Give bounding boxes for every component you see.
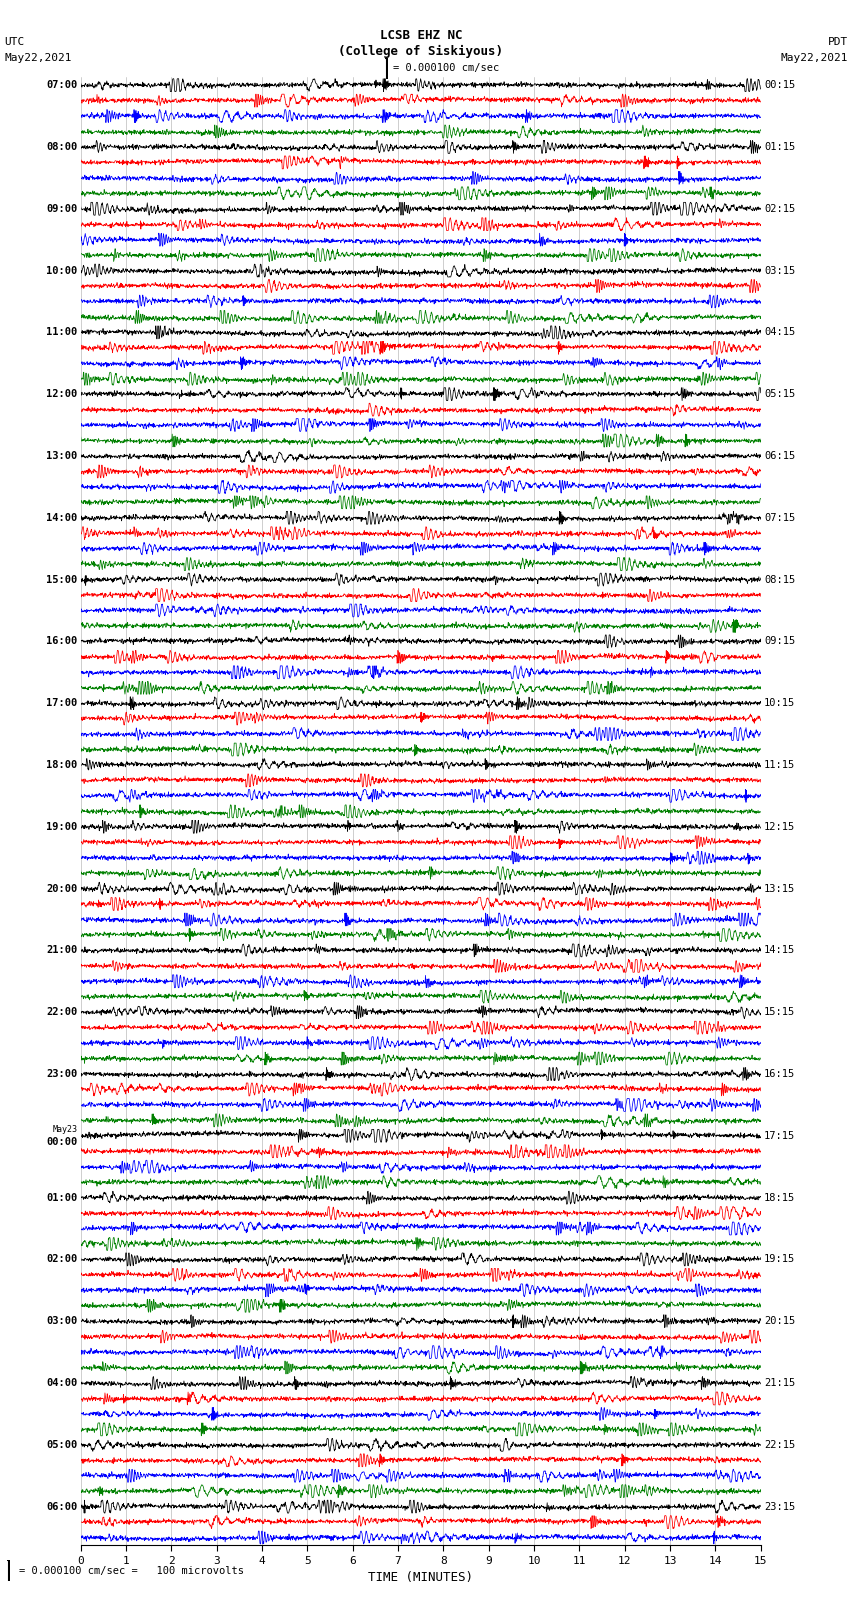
Text: 02:15: 02:15	[764, 203, 796, 215]
Text: 20:00: 20:00	[46, 884, 77, 894]
Text: 07:15: 07:15	[764, 513, 796, 523]
Text: 04:00: 04:00	[46, 1378, 77, 1389]
Text: 06:00: 06:00	[46, 1502, 77, 1511]
Text: 21:15: 21:15	[764, 1378, 796, 1389]
Text: 04:15: 04:15	[764, 327, 796, 337]
Text: = 0.000100 cm/sec =   100 microvolts: = 0.000100 cm/sec = 100 microvolts	[19, 1566, 244, 1576]
Text: 09:15: 09:15	[764, 637, 796, 647]
Text: 17:15: 17:15	[764, 1131, 796, 1140]
Text: 08:15: 08:15	[764, 574, 796, 584]
Text: 05:15: 05:15	[764, 389, 796, 398]
Text: 15:00: 15:00	[46, 574, 77, 584]
Text: 05:00: 05:00	[46, 1440, 77, 1450]
Text: 11:15: 11:15	[764, 760, 796, 769]
Text: 01:15: 01:15	[764, 142, 796, 152]
Text: 18:15: 18:15	[764, 1192, 796, 1203]
Text: 21:00: 21:00	[46, 945, 77, 955]
Text: 20:15: 20:15	[764, 1316, 796, 1326]
Text: 10:15: 10:15	[764, 698, 796, 708]
Text: UTC: UTC	[4, 37, 25, 47]
Text: 22:00: 22:00	[46, 1007, 77, 1018]
Text: 15:15: 15:15	[764, 1007, 796, 1018]
Text: 18:00: 18:00	[46, 760, 77, 769]
Text: 16:00: 16:00	[46, 637, 77, 647]
Text: 07:00: 07:00	[46, 81, 77, 90]
Text: 02:00: 02:00	[46, 1255, 77, 1265]
Text: PDT: PDT	[828, 37, 848, 47]
Text: 00:15: 00:15	[764, 81, 796, 90]
Text: 19:00: 19:00	[46, 821, 77, 832]
Text: 12:15: 12:15	[764, 821, 796, 832]
X-axis label: TIME (MINUTES): TIME (MINUTES)	[368, 1571, 473, 1584]
Text: May23: May23	[53, 1124, 77, 1134]
Text: 23:00: 23:00	[46, 1069, 77, 1079]
Text: May22,2021: May22,2021	[4, 53, 71, 63]
Text: 13:15: 13:15	[764, 884, 796, 894]
Text: LCSB EHZ NC: LCSB EHZ NC	[379, 29, 462, 42]
Text: 06:15: 06:15	[764, 452, 796, 461]
Text: 09:00: 09:00	[46, 203, 77, 215]
Text: (College of Siskiyous): (College of Siskiyous)	[338, 45, 503, 58]
Text: 03:15: 03:15	[764, 266, 796, 276]
Text: 01:00: 01:00	[46, 1192, 77, 1203]
Text: 03:00: 03:00	[46, 1316, 77, 1326]
Text: 12:00: 12:00	[46, 389, 77, 398]
Text: 19:15: 19:15	[764, 1255, 796, 1265]
Text: 16:15: 16:15	[764, 1069, 796, 1079]
Text: 08:00: 08:00	[46, 142, 77, 152]
Text: 11:00: 11:00	[46, 327, 77, 337]
Text: May22,2021: May22,2021	[781, 53, 848, 63]
Text: 22:15: 22:15	[764, 1440, 796, 1450]
Text: 17:00: 17:00	[46, 698, 77, 708]
Text: 13:00: 13:00	[46, 452, 77, 461]
Text: 14:15: 14:15	[764, 945, 796, 955]
Text: 14:00: 14:00	[46, 513, 77, 523]
Text: = 0.000100 cm/sec: = 0.000100 cm/sec	[393, 63, 499, 73]
Text: 00:00: 00:00	[46, 1137, 77, 1147]
Text: 23:15: 23:15	[764, 1502, 796, 1511]
Text: 10:00: 10:00	[46, 266, 77, 276]
